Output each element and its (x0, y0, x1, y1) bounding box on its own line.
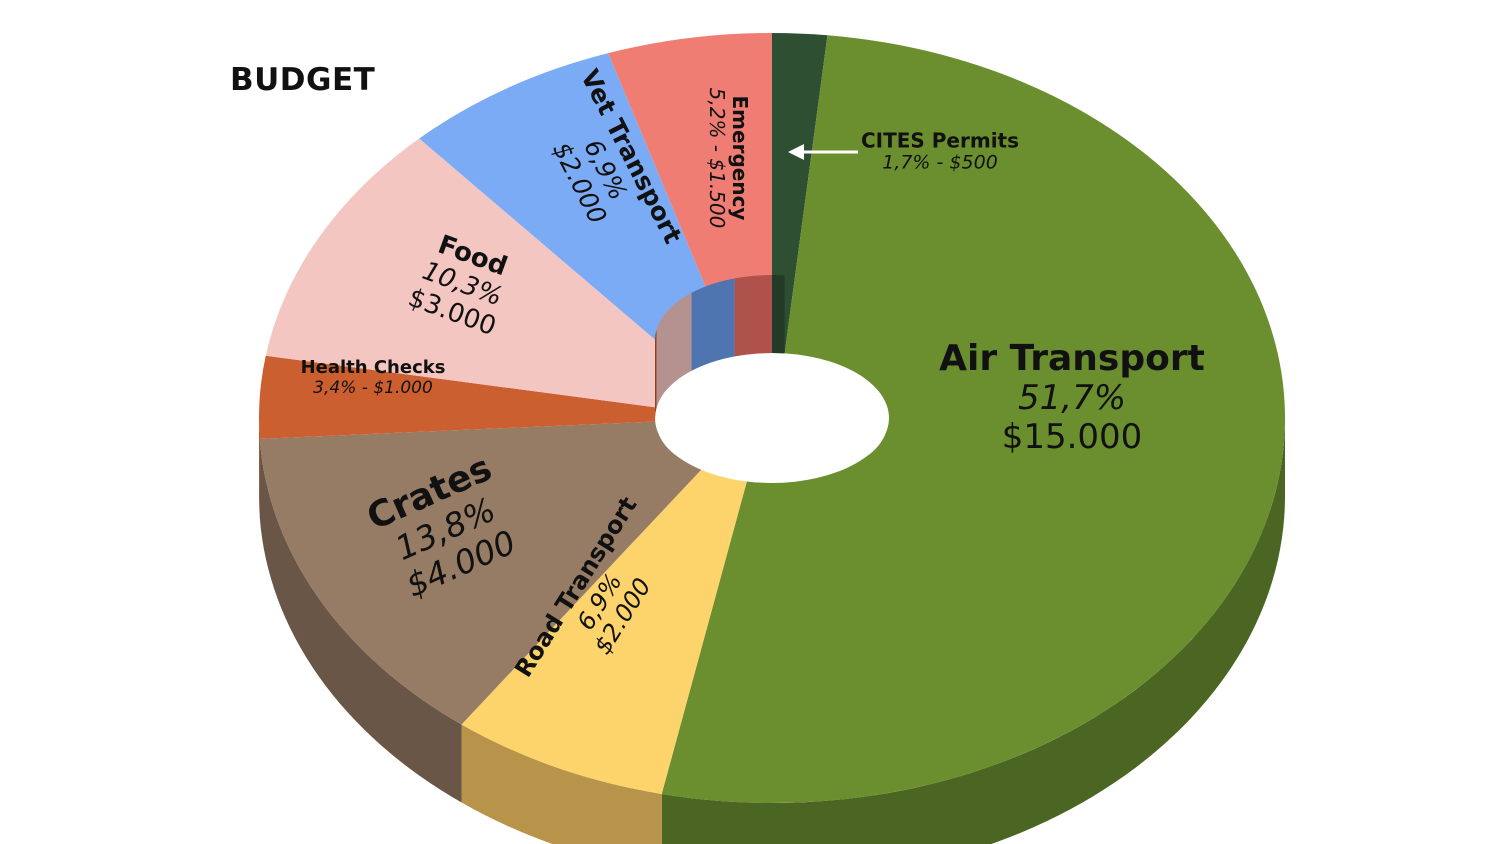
label-air-amount: $15.000 (1001, 417, 1143, 458)
inner-wall-food (656, 292, 692, 408)
label-health-checks: Health Checks 3,4% - $1.000 (300, 356, 446, 398)
label-health-percent: 3,4% (313, 377, 357, 398)
label-emergency: Emergency 5,2% - $1.500 (705, 87, 752, 229)
wall-air-transport (661, 418, 1285, 844)
label-air-transport: Air Transport 51,7% $15.000 (939, 338, 1205, 458)
inner-wall-vet-transport (691, 278, 735, 371)
slice-emergency (608, 33, 772, 357)
wall-health-checks (259, 418, 260, 517)
slice-road-transport (461, 469, 747, 794)
wall-road-transport (461, 724, 662, 844)
donut-outer-walls (259, 418, 1285, 844)
label-health-amount: $1.000 (373, 377, 433, 398)
slice-vet-transport (419, 53, 735, 371)
wall-crates (259, 438, 462, 803)
label-health-name: Health Checks (300, 356, 446, 378)
donut-hole (657, 367, 887, 481)
label-emergency-amount: $1.500 (705, 158, 729, 229)
slice-air-transport (661, 35, 1286, 804)
label-cites-amount: $500 (949, 151, 998, 174)
label-cites-permits: CITES Permits 1,7% - $500 (860, 128, 1020, 175)
inner-wall-cites-permits (772, 275, 785, 354)
label-cites-percent: 1,7% (882, 151, 931, 174)
label-emergency-percent: 5,2% (705, 87, 729, 139)
label-emergency-name: Emergency (728, 95, 752, 221)
chart-title: BUDGET (230, 62, 376, 98)
slice-crates (259, 421, 702, 725)
donut-inner-walls (655, 275, 785, 418)
label-air-percent: 51,7% (1017, 378, 1127, 419)
label-health-values: 3,4% - $1.000 (313, 377, 433, 398)
slice-health-checks (259, 355, 657, 439)
label-emergency-values: 5,2% - $1.500 (705, 87, 729, 229)
donut-slices (259, 33, 1286, 804)
label-air-name: Air Transport (939, 338, 1205, 380)
slice-food (265, 138, 692, 408)
slice-cites-permits (772, 33, 828, 354)
label-cites-name: CITES Permits (860, 128, 1020, 153)
inner-wall-emergency (734, 275, 772, 357)
label-cites-values: 1,7% - $500 (882, 151, 998, 174)
inner-wall-health-checks (655, 329, 657, 418)
cites-arrow-icon (788, 144, 858, 160)
